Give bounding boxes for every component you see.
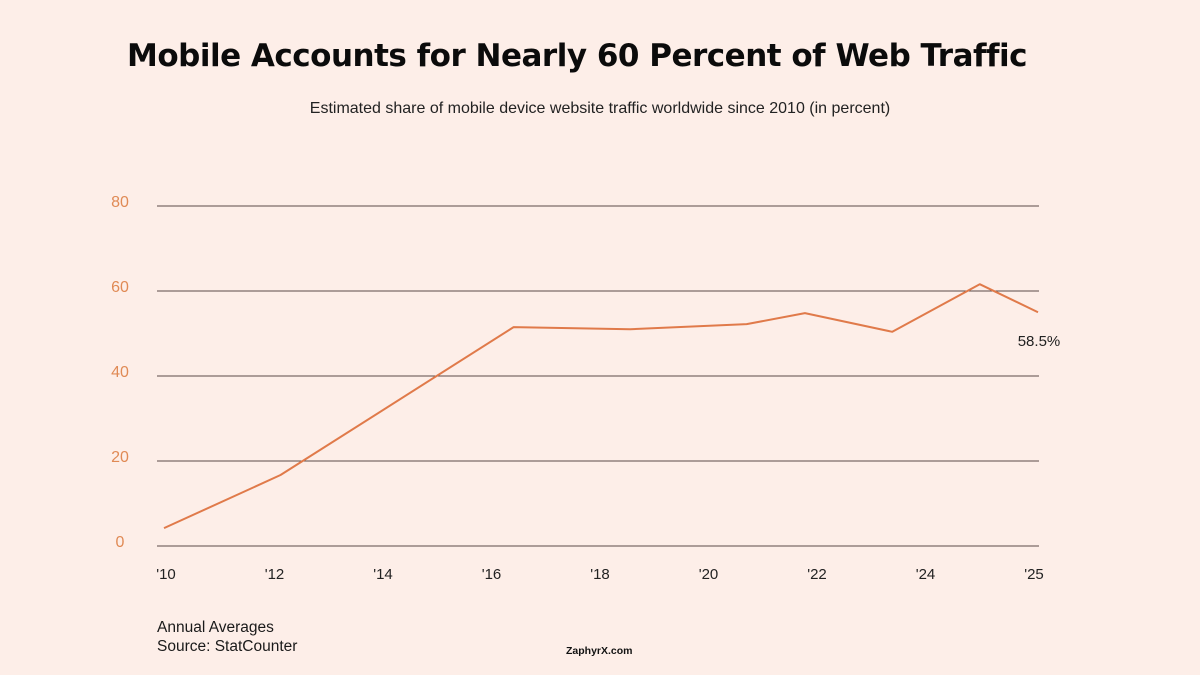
chart-subtitle: Estimated share of mobile device website… xyxy=(309,100,891,117)
note-annual-averages: Annual Averages xyxy=(157,619,274,636)
x-tick-label: '22 xyxy=(807,566,827,583)
y-tick-label: 80 xyxy=(111,194,129,211)
y-tick-label: 40 xyxy=(111,364,129,381)
x-tick-label: '24 xyxy=(916,566,936,583)
data-label: 58.5% xyxy=(1018,333,1061,350)
y-tick-label: 60 xyxy=(111,279,129,296)
chart-title: Mobile Accounts for Nearly 60 Percent of… xyxy=(127,38,1027,74)
y-tick-label: 0 xyxy=(116,534,125,551)
brand-watermark: ZaphyrX.com xyxy=(566,645,633,657)
x-tick-label: '12 xyxy=(265,566,285,583)
x-tick-label: '10 xyxy=(156,566,176,583)
x-tick-label: '25 xyxy=(1024,566,1044,583)
series-line xyxy=(163,283,1039,530)
x-tick-label: '18 xyxy=(590,566,610,583)
x-tick-label: '20 xyxy=(699,566,719,583)
note-source: Source: StatCounter xyxy=(157,638,298,655)
y-tick-label: 20 xyxy=(111,449,129,466)
x-tick-label: '16 xyxy=(482,566,502,583)
x-tick-label: '14 xyxy=(373,566,393,583)
